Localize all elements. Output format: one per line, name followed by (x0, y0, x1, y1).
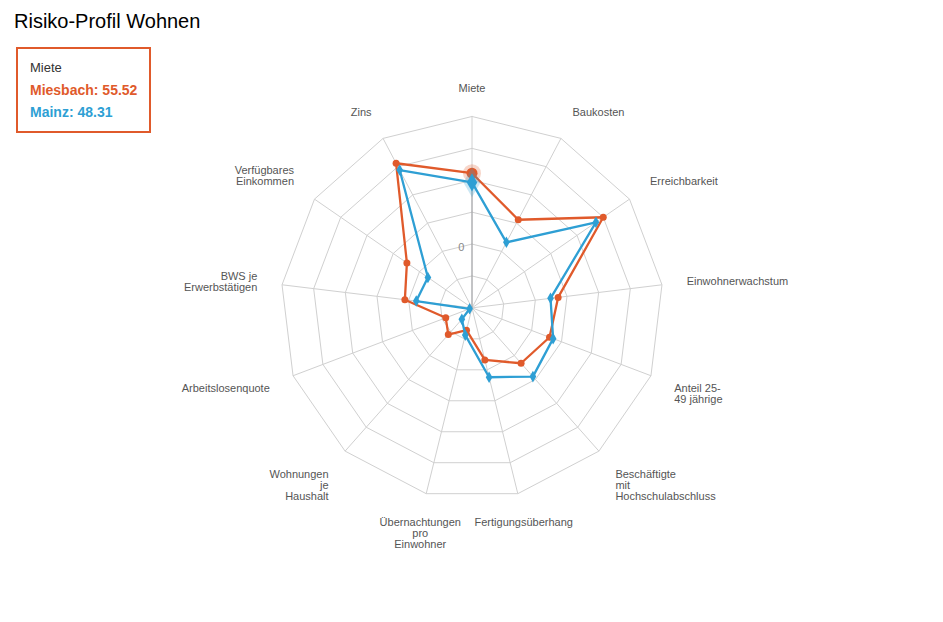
html-text:Mainz: 48.31: Mainz: 48.31 (30, 104, 113, 120)
svg-text:Arbeitslosenquote: Arbeitslosenquote (182, 382, 270, 394)
svg-text:0: 0 (458, 241, 464, 253)
svg-text:BWS jeErwerbstätigen: BWS jeErwerbstätigen (184, 270, 257, 293)
html-text:Miete: Miete (30, 60, 62, 75)
html-text:Risiko-Profil Wohnen: Risiko-Profil Wohnen (14, 10, 201, 32)
svg-text:BeschäftigtemitHochschulabschl: BeschäftigtemitHochschulabschluss (615, 468, 716, 502)
svg-text:Anteil 25-49 jährige: Anteil 25-49 jährige (674, 382, 722, 405)
svg-text:ÜbernachtungenproEinwohner: ÜbernachtungenproEinwohner (380, 516, 461, 550)
svg-text:Baukosten: Baukosten (573, 106, 625, 118)
svg-text:Zins: Zins (351, 106, 372, 118)
svg-text:VerfügbaresEinkommen: VerfügbaresEinkommen (235, 164, 295, 187)
svg-text:Erreichbarkeit: Erreichbarkeit (650, 175, 718, 187)
svg-text:Fertigungsüberhang: Fertigungsüberhang (475, 516, 573, 528)
svg-text:Miete: Miete (459, 82, 486, 94)
svg-text:Einwohnerwachstum: Einwohnerwachstum (687, 275, 789, 287)
html-text:Miesbach: 55.52: Miesbach: 55.52 (30, 82, 138, 98)
svg-text:WohnungenjeHaushalt: WohnungenjeHaushalt (269, 468, 328, 502)
